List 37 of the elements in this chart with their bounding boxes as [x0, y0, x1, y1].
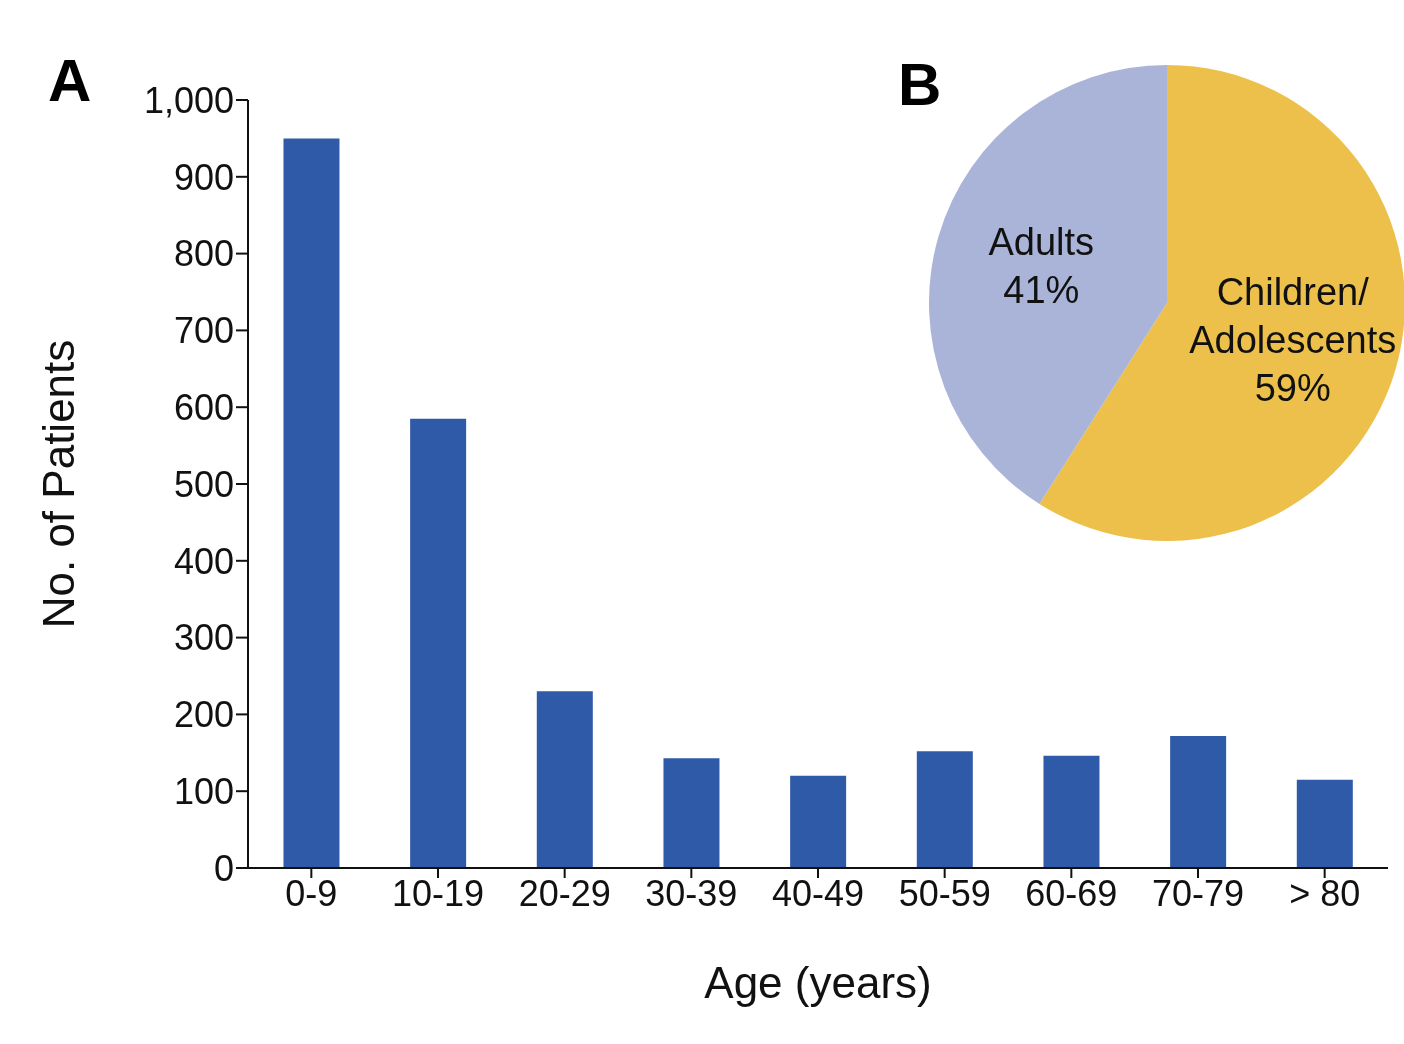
x-tick-label: 60-69 [1025, 872, 1118, 914]
bar [283, 138, 340, 868]
x-tick-label: > 80 [1289, 872, 1361, 914]
y-tick-label: 1,000 [143, 79, 234, 121]
y-tick-label: 500 [173, 463, 234, 505]
x-tick-label: 20-29 [518, 872, 611, 914]
y-axis-title: No. of Patients [33, 339, 83, 629]
bar [1170, 735, 1227, 868]
y-tick-label: 600 [173, 386, 234, 428]
y-tick-label: 200 [173, 694, 234, 736]
y-tick-label: 800 [173, 233, 234, 275]
bar [536, 691, 593, 868]
x-tick-label: 70-79 [1151, 872, 1245, 914]
x-axis-title: Age (years) [704, 958, 932, 1007]
chart-title: B [898, 50, 942, 119]
x-tick-label: 30-39 [645, 872, 738, 914]
bar [1296, 779, 1353, 868]
slice-label: Children/ Adolescents [1189, 270, 1397, 361]
x-tick-label: 50-59 [898, 872, 991, 914]
bar [1043, 755, 1100, 868]
y-tick-label: 0 [213, 847, 234, 889]
y-tick-label: 100 [173, 770, 234, 812]
x-tick-label: 40-49 [771, 872, 865, 914]
slice-label: Adults [988, 221, 1095, 264]
bar [410, 418, 467, 868]
data-label: 59% [1254, 366, 1331, 409]
bar [663, 758, 720, 868]
bar [916, 751, 973, 868]
chart-title: A [48, 46, 92, 115]
y-tick-label: 700 [173, 310, 234, 352]
y-tick-label: 300 [173, 617, 234, 659]
y-tick-label: 900 [173, 156, 234, 198]
bar [790, 775, 847, 868]
y-tick-label: 400 [173, 540, 234, 582]
x-tick-label: 10-19 [391, 872, 485, 914]
x-tick-label: 0-9 [285, 872, 338, 914]
data-label: 41% [1003, 269, 1080, 312]
